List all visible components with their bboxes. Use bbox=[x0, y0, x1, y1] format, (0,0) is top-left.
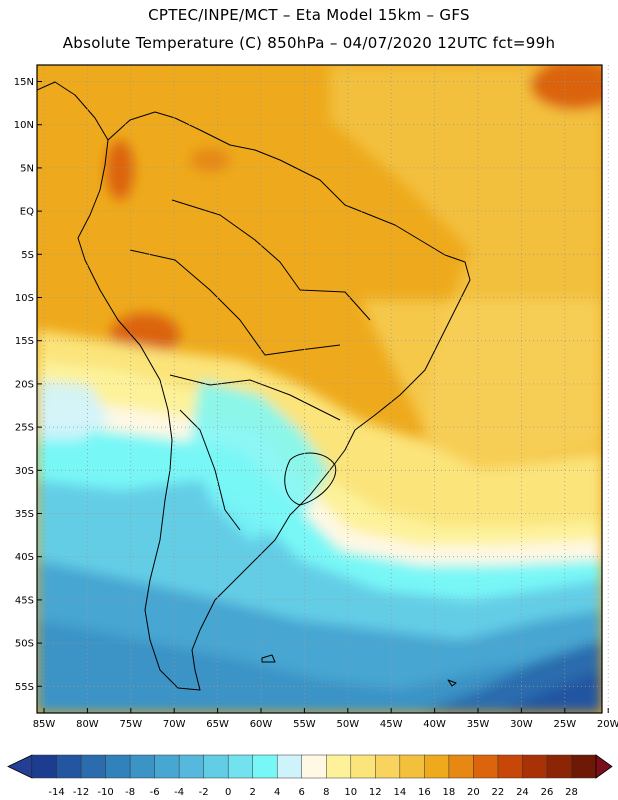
colorbar-swatch bbox=[56, 754, 82, 779]
colorbar-swatch bbox=[473, 754, 499, 779]
colorbar-tick-label: 12 bbox=[369, 787, 382, 798]
colorbar-left-arrow bbox=[7, 754, 33, 779]
colorbar-tick-label: 6 bbox=[299, 787, 305, 798]
lat-label: 10S bbox=[15, 293, 34, 304]
colorbar-tick-label: 16 bbox=[418, 787, 431, 798]
colorbar-swatch bbox=[227, 754, 254, 779]
longitude-labels: 85W 80W 75W 70W 65W 60W 55W 50W 45W 40W 35W 30W 25W 2… bbox=[33, 708, 618, 730]
colorbar-swatch bbox=[301, 754, 327, 779]
lon-label: 60W bbox=[250, 719, 273, 730]
colorbar-swatch bbox=[31, 754, 58, 779]
colorbar-tick-label: 2 bbox=[250, 787, 256, 798]
colorbar-swatch bbox=[350, 754, 376, 779]
colorbar-swatch bbox=[522, 754, 548, 779]
colorbar-swatch bbox=[497, 754, 523, 779]
colorbar-tick-label: 18 bbox=[443, 787, 456, 798]
colorbar-right-arrow bbox=[595, 754, 613, 779]
colorbar-swatch bbox=[276, 754, 303, 779]
lat-label: 10N bbox=[14, 120, 34, 131]
colorbar-tick-label: -4 bbox=[174, 787, 184, 798]
colorbar-tick-label: 28 bbox=[565, 787, 578, 798]
colorbar-tick-label: -8 bbox=[125, 787, 135, 798]
map-gridlines bbox=[37, 65, 609, 713]
lat-label: 5N bbox=[20, 163, 34, 174]
lon-label: 25W bbox=[553, 719, 576, 730]
colorbar-swatch bbox=[448, 754, 474, 779]
lat-label: 15N bbox=[14, 77, 34, 88]
temperature-field bbox=[37, 65, 602, 713]
title-line-2: Absolute Temperature (C) 850hPa – 04/07/… bbox=[62, 34, 556, 52]
lon-label: 40W bbox=[423, 719, 446, 730]
colorbar-tick-label: 0 bbox=[225, 787, 231, 798]
lon-label: 70W bbox=[163, 719, 186, 730]
lon-label: 65W bbox=[206, 719, 229, 730]
colorbar-swatch bbox=[571, 754, 597, 779]
colorbar-swatch bbox=[399, 754, 425, 779]
colorbar-tick-label: 24 bbox=[516, 787, 529, 798]
colorbar-tick-label: -6 bbox=[150, 787, 160, 798]
title-line-1: CPTEC/INPE/MCT – Eta Model 15km – GFS bbox=[148, 6, 470, 24]
colorbar-swatch bbox=[105, 754, 131, 779]
colorbar-swatch bbox=[178, 754, 205, 779]
lon-label: 35W bbox=[467, 719, 490, 730]
colorbar-tick-label: 20 bbox=[467, 787, 480, 798]
colorbar-tick-label: 14 bbox=[393, 787, 406, 798]
lon-label: 45W bbox=[380, 719, 403, 730]
colorbar-swatch bbox=[80, 754, 107, 779]
colorbar-swatch bbox=[326, 754, 352, 779]
colorbar-tick-label: 8 bbox=[323, 787, 329, 798]
colorbar-tick-label: -12 bbox=[73, 787, 89, 798]
lat-label: 15S bbox=[15, 336, 34, 347]
lat-label: 50S bbox=[15, 639, 34, 650]
lat-label: 40S bbox=[15, 552, 34, 563]
lat-label: EQ bbox=[20, 207, 34, 218]
lon-label: 55W bbox=[293, 719, 316, 730]
colorbar-swatch bbox=[424, 754, 450, 779]
lon-label: 75W bbox=[119, 719, 142, 730]
lat-label: 5S bbox=[21, 250, 34, 261]
colorbar-tick-label: 4 bbox=[274, 787, 280, 798]
lon-label: 50W bbox=[336, 719, 359, 730]
lon-label: 20W bbox=[597, 719, 618, 730]
lat-label: 45S bbox=[15, 595, 34, 606]
colorbar-tick-label: 26 bbox=[541, 787, 554, 798]
lat-label: 35S bbox=[15, 509, 34, 520]
colorbar-swatch bbox=[203, 754, 229, 779]
lon-label: 80W bbox=[76, 719, 99, 730]
colorbar-tick-label: -10 bbox=[97, 787, 113, 798]
colorbar: -14 -12 -10 -8 -6 -4 -2 0 2 4 6 8 10 12 14 16 18 20 22 24 26… bbox=[7, 754, 613, 798]
colorbar-tick-label: 10 bbox=[344, 787, 357, 798]
latitude-labels: 15N 10N 5N EQ 5S 10S 15S 20S 25S 30S 35S 40S 45S 50S 5… bbox=[14, 77, 42, 693]
colorbar-swatch bbox=[546, 754, 573, 779]
lat-label: 25S bbox=[15, 423, 34, 434]
colorbar-swatch bbox=[129, 754, 156, 779]
lat-label: 30S bbox=[15, 466, 34, 477]
lon-label: 85W bbox=[33, 719, 56, 730]
map-frame bbox=[36, 64, 603, 714]
lon-label: 30W bbox=[510, 719, 533, 730]
colorbar-swatch bbox=[154, 754, 180, 779]
lat-label: 20S bbox=[15, 379, 34, 390]
colorbar-swatch bbox=[375, 754, 401, 779]
colorbar-tick-label: 22 bbox=[492, 787, 505, 798]
colorbar-swatch bbox=[252, 754, 278, 779]
colorbar-tick-label: -14 bbox=[48, 787, 64, 798]
colorbar-tick-label: -2 bbox=[199, 787, 209, 798]
lat-label: 55S bbox=[15, 682, 34, 693]
